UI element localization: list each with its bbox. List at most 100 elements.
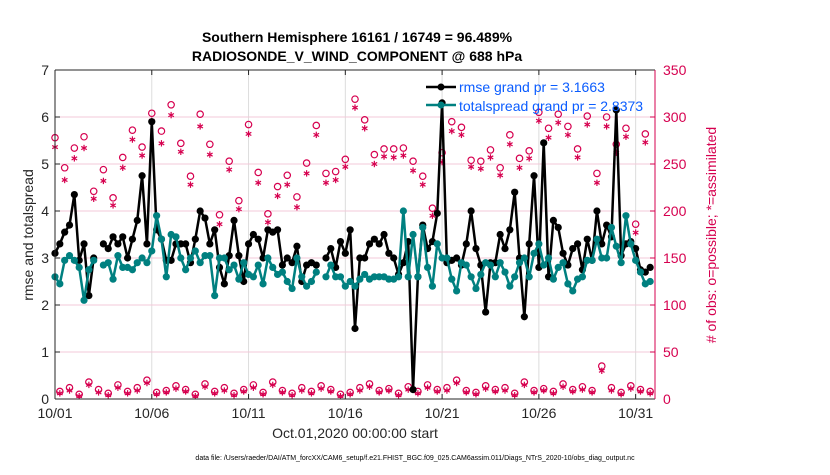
obs-possible-marker [167,100,175,109]
legend: rmse grand pr = 3.1663 totalspread grand… [426,79,643,114]
totalspread-point [283,277,291,286]
rmse-point [206,240,214,248]
totalspread-point [104,259,112,267]
rmse-point [346,226,354,234]
obs-possible-marker [99,165,108,174]
obs-possible-marker [225,157,233,165]
obs-assimilated-marker [579,386,586,393]
obs-assimilated-marker [477,165,484,172]
asterisk-stroke [366,384,373,389]
asterisk-stroke [448,128,455,134]
asterisk-stroke [177,149,184,154]
obs-assimilated-marker [448,127,455,135]
obs-assimilated-marker [129,136,136,143]
totalspread-point [356,275,364,283]
asterisk-stroke [521,382,528,388]
rmse-point [220,280,228,288]
asterisk-stroke [530,390,538,395]
y-axis-label: rmse and totalspread [20,169,36,301]
obs-assimilated-marker [559,383,567,390]
obs-assimilated-marker [385,387,392,394]
y-right-tick-label: 50 [663,344,679,360]
asterisk-stroke [569,389,576,394]
obs-assimilated-marker [143,379,151,387]
totalspread-point [448,275,456,283]
rmse-point [201,214,209,222]
obs-assimilated-marker [76,392,83,400]
obs-possible-marker [631,220,640,228]
asterisk-stroke [632,230,639,235]
asterisk-stroke [622,134,630,139]
rmse-point [559,249,567,257]
totalspread-point [603,254,611,262]
obs-assimilated-marker [603,123,610,130]
obs-assimilated-marker [240,388,247,395]
totalspread-point [559,259,567,267]
asterisk-stroke [129,137,136,142]
series-lines [51,99,654,394]
obs-assimilated-marker [472,391,480,398]
totalspread-point [196,259,204,267]
totalspread-point [622,212,630,220]
x-tick-label: 10/31 [618,405,653,421]
totalspread-point [607,223,616,232]
obs-assimilated-marker [497,172,504,179]
obs-assimilated-marker [279,389,286,396]
totalspread-point [157,235,166,243]
asterisk-stroke [550,391,557,396]
obs-assimilated-marker [197,123,204,130]
obs-assimilated-marker [337,392,344,400]
asterisk-stroke [221,388,228,393]
rmse-point [646,263,654,271]
obs-assimilated-marker [632,229,639,236]
asterisk-stroke [76,394,83,399]
obs-assimilated-marker [259,391,267,398]
obs-assimilated-marker [201,383,209,390]
asterisk-stroke [472,392,480,397]
obs-possible-marker [244,120,253,129]
totalspread-point [530,249,538,257]
obs-assimilated-marker [158,140,165,147]
rmse-point [612,106,620,114]
totalspread-point [636,268,645,276]
obs-assimilated-marker [100,177,107,185]
totalspread-point [133,259,141,267]
rmse-point [109,233,117,241]
rmse-point [182,240,190,248]
obs-assimilated-marker [153,391,160,398]
totalspread-point [288,284,296,293]
rmse-point [249,230,257,239]
rmse-point [549,216,557,224]
asterisk-stroke [269,382,276,388]
totalspread-point [588,256,596,264]
asterisk-stroke [298,388,305,393]
obs-assimilated-marker [501,387,509,394]
asterisk-stroke [322,180,330,185]
totalspread-point [322,273,330,281]
rmse-point [540,139,548,147]
totalspread-point [632,256,640,264]
obs-possible-marker [186,172,195,181]
totalspread-point [298,273,306,281]
obs-assimilated-marker [555,119,562,126]
y-tick-label: 3 [41,250,49,266]
rmse-point [143,240,151,248]
asterisk-stroke [201,384,209,389]
x-tick-label: 10/11 [232,405,266,421]
asterisk-stroke [589,390,596,395]
obs-assimilated-marker [419,181,426,188]
totalspread-point [327,261,335,269]
rmse-point [433,209,441,217]
obs-assimilated-marker [172,385,180,392]
y-tick-label: 7 [41,62,49,78]
obs-possible-marker [254,168,263,177]
obs-assimilated-marker [642,139,649,146]
obs-possible-marker [515,154,524,163]
rmse-point [148,118,156,126]
y-tick-label: 1 [41,344,49,360]
obs-possible-marker [428,204,437,212]
asterisk-stroke [545,135,552,140]
obs-possible-marker [641,130,650,138]
asterisk-stroke [279,390,286,395]
totalspread-point [564,280,572,288]
